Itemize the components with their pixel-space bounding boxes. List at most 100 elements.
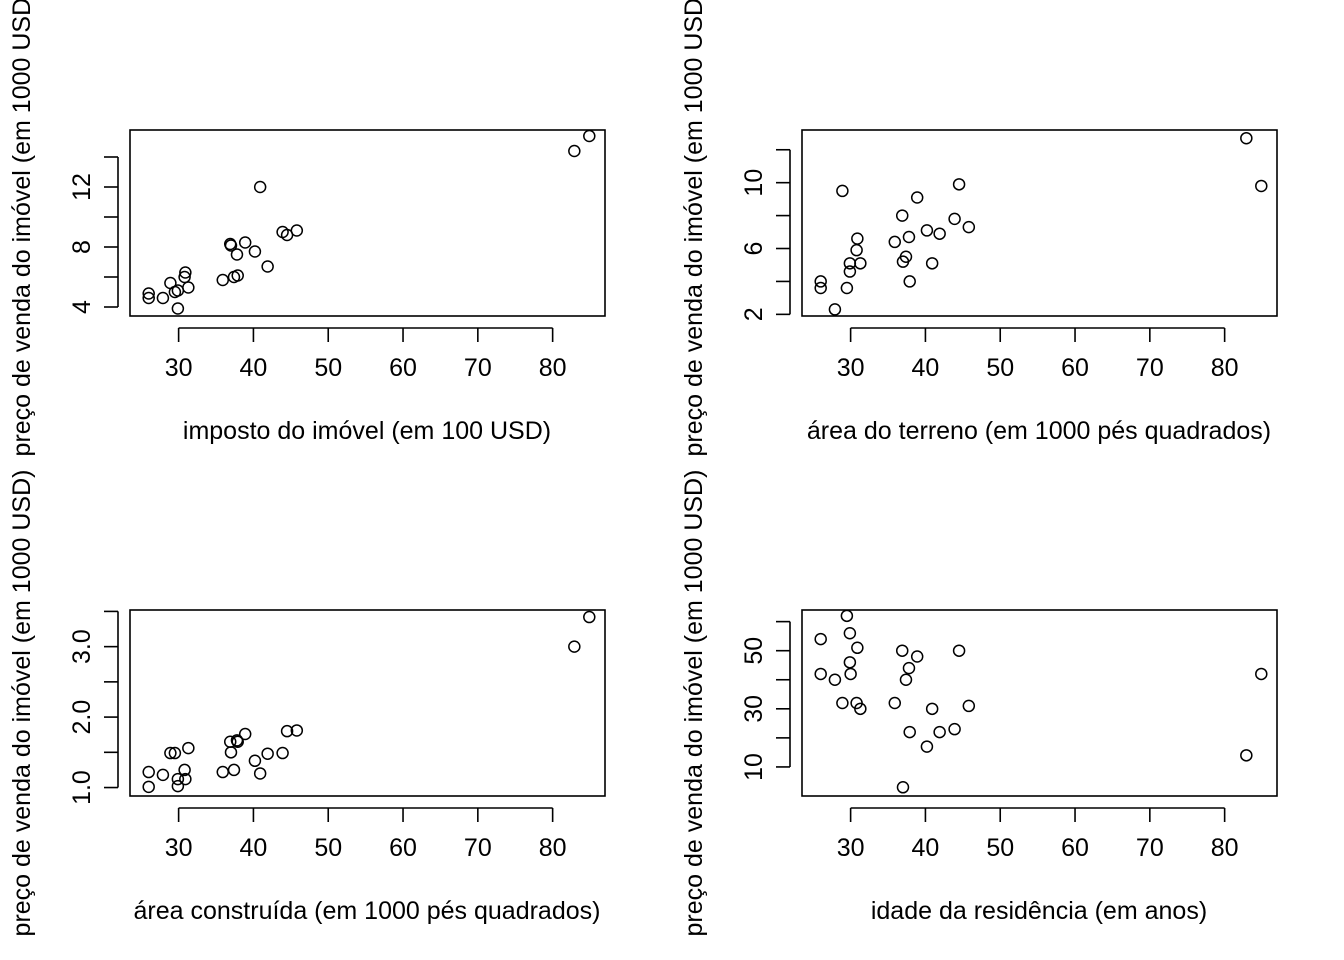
y-tick-label: 8: [68, 240, 96, 254]
scatter-point: [896, 781, 910, 794]
scatter-point: [899, 250, 913, 263]
scatter-point: [854, 702, 867, 716]
scatter-point: [844, 667, 857, 681]
scatter-point: [276, 746, 289, 760]
scatter-point: [290, 724, 304, 737]
scatter-point: [182, 741, 195, 755]
y-tick-label: 10: [740, 169, 768, 197]
scatter-point: [227, 763, 241, 777]
x-tick-label: 80: [1211, 354, 1239, 382]
y-tick-label: 12: [68, 173, 96, 201]
scatter-point: [933, 227, 946, 240]
x-tick-label: 60: [1061, 354, 1089, 382]
scatter-point: [178, 763, 191, 777]
scatter-point: [962, 699, 976, 713]
scatter-point: [182, 281, 195, 294]
scatter-point: [164, 746, 177, 760]
x-tick-label: 80: [1211, 834, 1239, 862]
scatter-point: [216, 765, 230, 779]
scatter-point: [850, 243, 863, 257]
scatter-point: [854, 257, 867, 270]
x-tick-label: 70: [1136, 834, 1164, 862]
y-tick-label: 3.0: [68, 629, 96, 664]
scatter-point: [840, 609, 854, 623]
scatter-point: [902, 230, 916, 244]
scatter-point: [814, 667, 827, 681]
scatter-point: [814, 632, 827, 646]
scatter-point: [920, 740, 934, 753]
scatter-point: [179, 772, 192, 786]
scatter-point: [920, 224, 934, 237]
x-tick-label: 30: [165, 354, 193, 382]
scatter-point: [142, 765, 155, 779]
scatter-panel-1: 30 40 50 60 70 80 4 8 12 imposto do imóvel (em 10…: [8, 0, 606, 456]
y-axis-title: preço de venda do imóvel (em 1000 USD): [680, 470, 708, 937]
scatter-point: [899, 673, 913, 686]
x-tick-label: 60: [389, 834, 417, 862]
x-axis-title: imposto do imóvel (em 100 USD): [183, 417, 551, 445]
scatter-point: [583, 129, 596, 143]
scatter-point: [583, 610, 596, 624]
scatter-point: [933, 725, 946, 739]
scatter-point: [280, 724, 294, 738]
scatter-point: [171, 302, 185, 315]
y-axis-title: preço de venda do imóvel (em 1000 USD): [8, 470, 36, 937]
x-tick-label: 30: [165, 834, 193, 862]
y-tick-label: 30: [740, 695, 768, 723]
scatter-point: [156, 768, 170, 782]
scatter-point: [216, 273, 230, 287]
scatter-point: [253, 180, 267, 194]
scatter-point: [910, 650, 924, 663]
scatter-point: [888, 696, 902, 710]
scatter-point: [814, 281, 827, 295]
scatter-point: [952, 178, 966, 191]
scatter-point: [843, 656, 857, 669]
scatter-point: [261, 747, 274, 760]
x-tick-label: 70: [1136, 354, 1164, 382]
x-tick-label: 30: [837, 834, 865, 862]
x-tick-label: 50: [986, 834, 1014, 862]
plot-frame: [129, 129, 606, 317]
scatter-point: [952, 644, 966, 657]
scatter-point: [903, 725, 916, 739]
scatter-point: [1255, 179, 1268, 193]
x-tick-label: 50: [314, 834, 342, 862]
scatter-point: [1255, 667, 1268, 681]
scatter-point: [851, 641, 864, 655]
y-tick-label: 6: [740, 242, 768, 256]
x-tick-label: 40: [240, 834, 268, 862]
y-tick-label: 50: [740, 637, 768, 665]
scatter-point: [248, 754, 262, 768]
scatter-point: [828, 673, 842, 686]
scatter-point: [814, 275, 827, 288]
x-axis-title: área do terreno (em 1000 pés quadrados): [807, 417, 1271, 445]
scatter-point: [895, 644, 909, 657]
x-axis-title: área construída (em 1000 pés quadrados): [134, 897, 601, 925]
scatter-point: [910, 191, 924, 204]
scatter-point: [895, 209, 909, 222]
x-tick-label: 70: [464, 834, 492, 862]
scatter-point: [224, 746, 238, 759]
x-tick-label: 50: [314, 354, 342, 382]
scatter-point: [948, 722, 961, 736]
scatter-point: [948, 212, 961, 226]
scatter-point: [828, 303, 842, 316]
scatter-point: [1240, 131, 1253, 145]
scatter-point: [925, 257, 939, 270]
scatter-point: [238, 727, 252, 741]
scatter-point: [1240, 749, 1253, 762]
y-tick-label: 4: [68, 300, 96, 314]
scatter-point: [156, 291, 170, 305]
scatter-point: [253, 767, 267, 780]
scatter-panel-4: 30 40 50 60 70 80 10 30 50 idade da residência (e…: [680, 470, 1278, 937]
plot-frame: [129, 609, 606, 797]
x-tick-label: 80: [539, 354, 567, 382]
y-tick-label: 2: [740, 307, 768, 321]
x-tick-label: 30: [837, 354, 865, 382]
scatter-point: [168, 746, 182, 760]
scatter-point: [843, 257, 857, 270]
scatter-point: [261, 260, 274, 273]
x-tick-label: 70: [464, 354, 492, 382]
scatter-point: [840, 281, 854, 295]
